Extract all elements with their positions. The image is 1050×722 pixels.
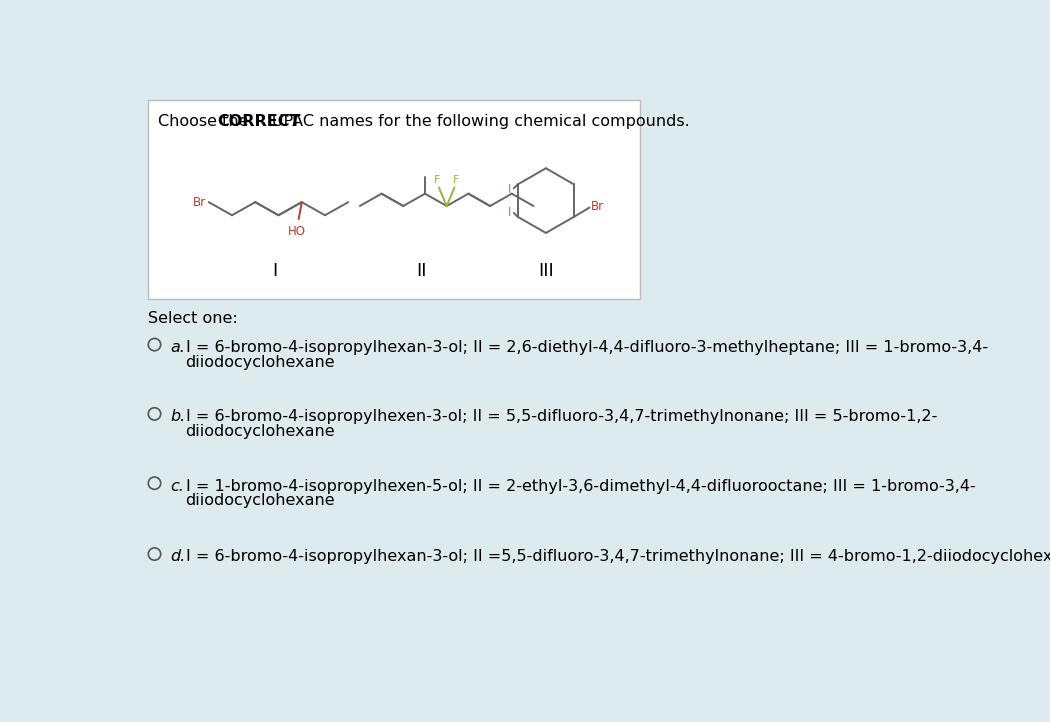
Text: Br: Br xyxy=(192,196,206,209)
Text: diiodocyclohexane: diiodocyclohexane xyxy=(186,355,335,370)
Text: a.: a. xyxy=(170,340,185,355)
Text: I: I xyxy=(508,206,511,219)
Text: b.: b. xyxy=(170,409,185,425)
Text: I = 6-bromo-4-isopropylhexen-3-ol; II = 5,5-difluoro-3,4,7-trimethylnonane; III : I = 6-bromo-4-isopropylhexen-3-ol; II = … xyxy=(186,409,937,425)
Text: II: II xyxy=(417,262,427,280)
Text: III: III xyxy=(538,262,553,280)
Text: c.: c. xyxy=(170,479,184,494)
Text: Br: Br xyxy=(591,200,604,213)
Text: I: I xyxy=(272,262,277,280)
FancyBboxPatch shape xyxy=(148,100,640,299)
Text: IUPAC names for the following chemical compounds.: IUPAC names for the following chemical c… xyxy=(262,114,690,129)
Text: diiodocyclohexane: diiodocyclohexane xyxy=(186,493,335,508)
Text: I = 6-bromo-4-isopropylhexan-3-ol; II =5,5-difluoro-3,4,7-trimethylnonane; III =: I = 6-bromo-4-isopropylhexan-3-ol; II =5… xyxy=(186,549,1050,565)
Text: F: F xyxy=(453,175,459,186)
Text: CORRECT: CORRECT xyxy=(217,114,300,129)
Text: I: I xyxy=(508,183,511,196)
Text: Choose the: Choose the xyxy=(159,114,254,129)
Text: Select one:: Select one: xyxy=(148,311,238,326)
Text: I = 6-bromo-4-isopropylhexan-3-ol; II = 2,6-diethyl-4,4-difluoro-3-methylheptane: I = 6-bromo-4-isopropylhexan-3-ol; II = … xyxy=(186,340,988,355)
Text: diiodocyclohexane: diiodocyclohexane xyxy=(186,424,335,439)
Text: HO: HO xyxy=(288,225,307,238)
Text: d.: d. xyxy=(170,549,185,565)
Text: F: F xyxy=(435,175,441,186)
Text: I = 1-bromo-4-isopropylhexen-5-ol; II = 2-ethyl-3,6-dimethyl-4,4-difluorooctane;: I = 1-bromo-4-isopropylhexen-5-ol; II = … xyxy=(186,479,975,494)
